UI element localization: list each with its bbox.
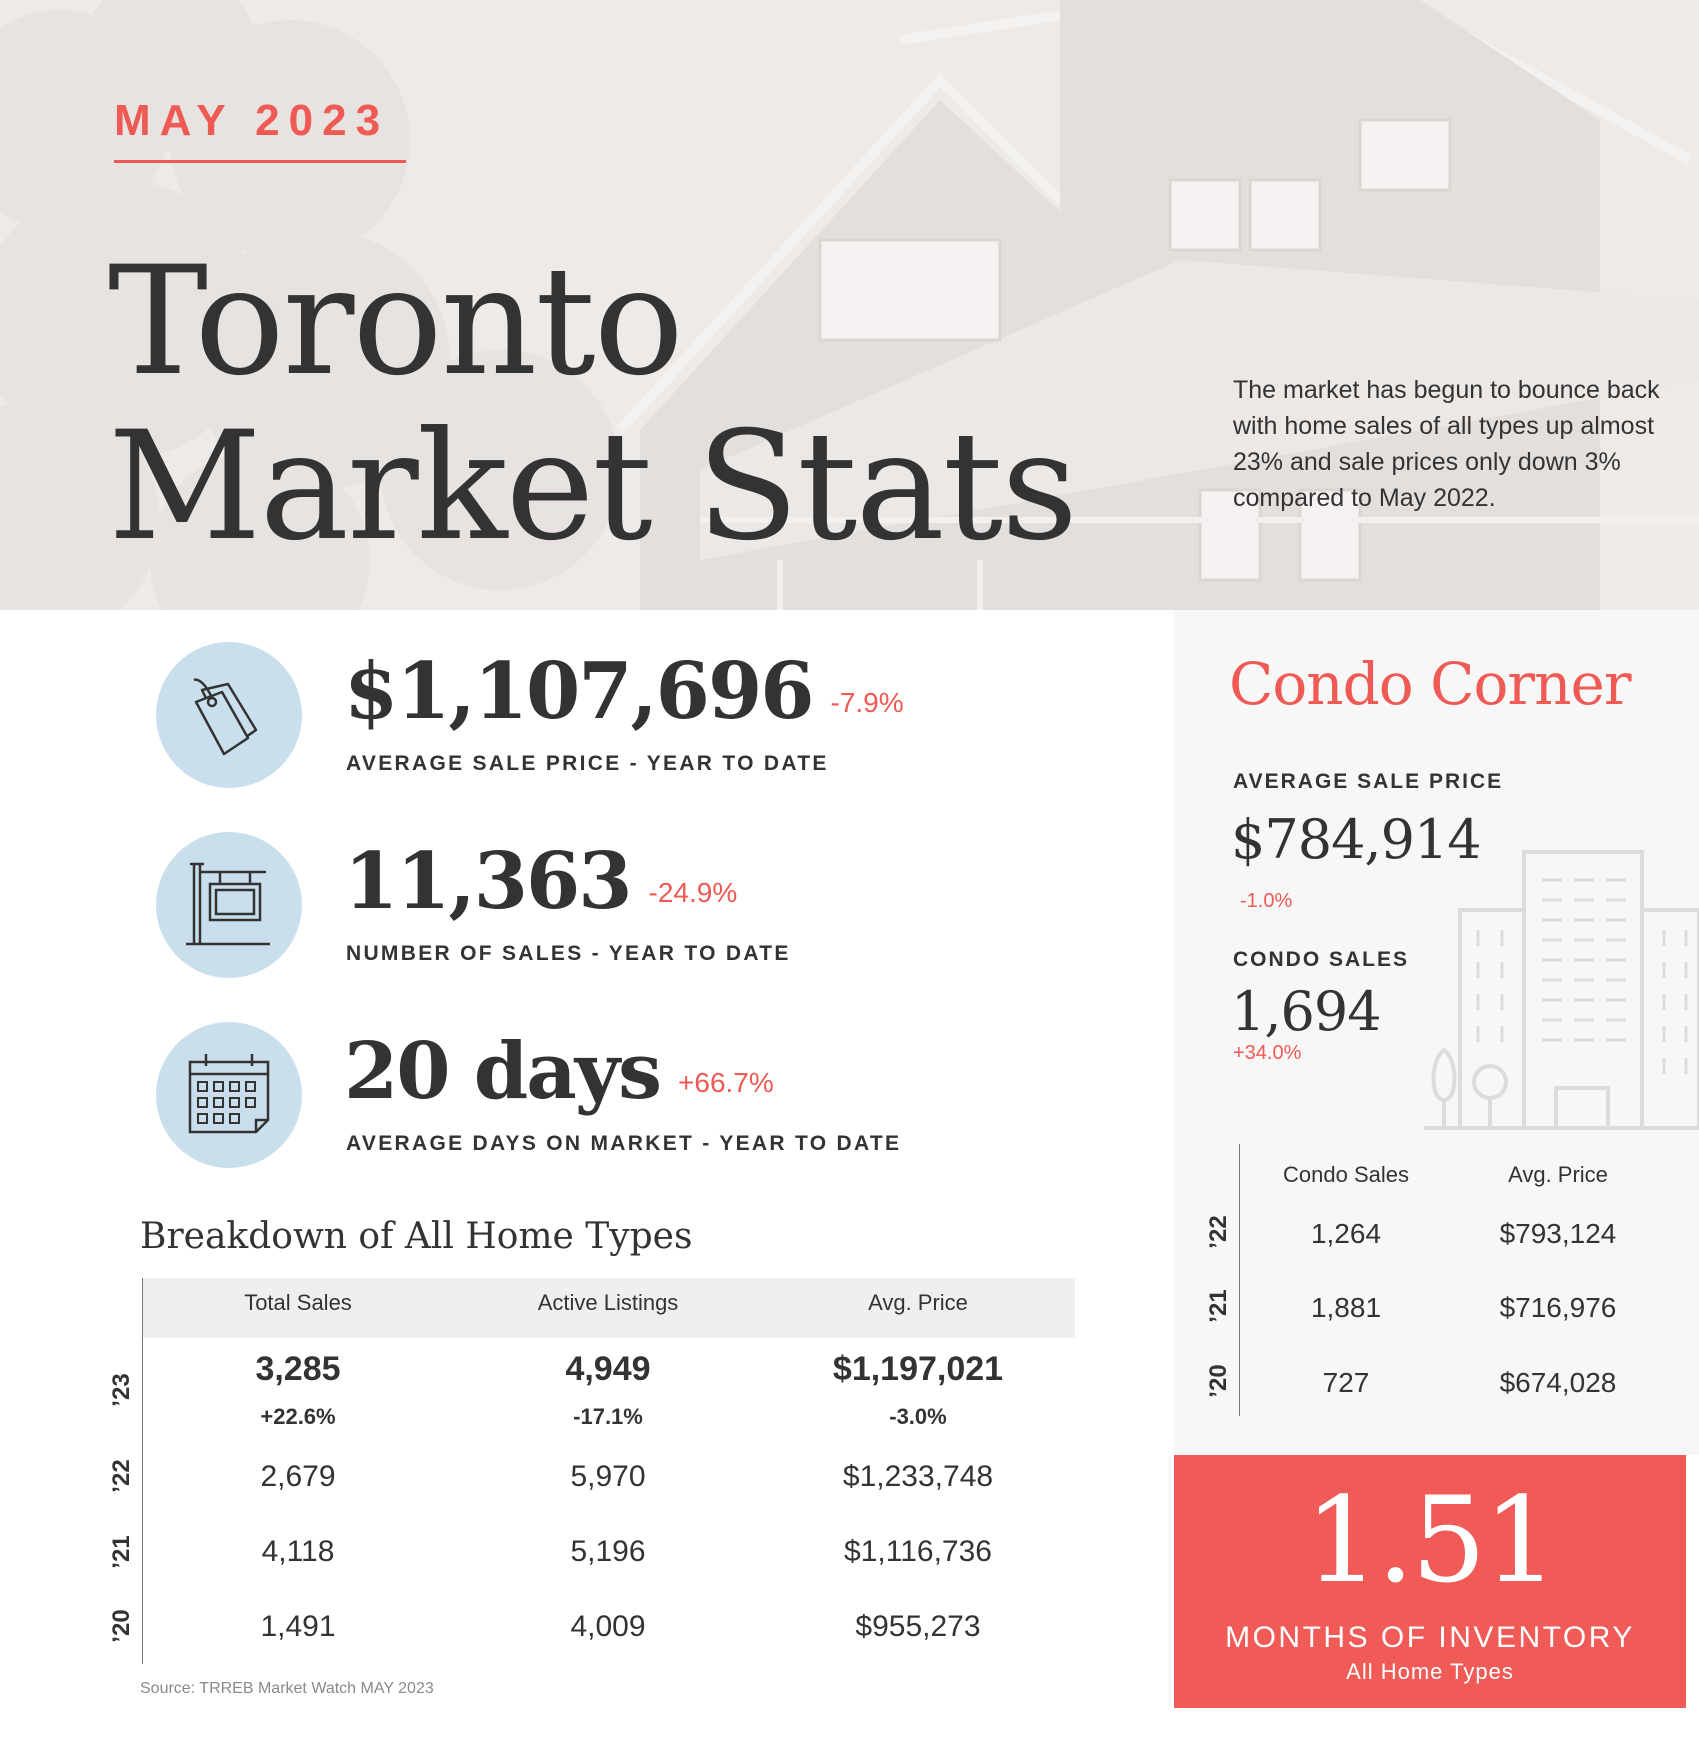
stat-label: NUMBER OF SALES - YEAR TO DATE: [346, 942, 791, 965]
stat-value-text: 11,363: [344, 836, 633, 927]
row-year-label: ’21: [1205, 1289, 1232, 1323]
condo-table-divider: [1239, 1144, 1240, 1416]
months-of-inventory-box: 1.51 MONTHS OF INVENTORY All Home Types: [1174, 1455, 1686, 1708]
stat-value: 11,363 -24.9%: [344, 832, 737, 943]
table-cell: $674,028: [1499, 1367, 1617, 1398]
stat-icon-circle: [156, 832, 302, 978]
price-tag-icon: [193, 678, 258, 756]
stat-label: AVERAGE DAYS ON MARKET - YEAR TO DATE: [346, 1132, 902, 1155]
table-cell: $793,124: [1499, 1218, 1617, 1249]
table-cell: $955,273: [855, 1610, 981, 1643]
condo-avg-price-change: -1.0%: [1240, 890, 1293, 912]
stat-days-on-market: 20 days +66.7% AVERAGE DAYS ON MARKET - Y…: [156, 1022, 1146, 1172]
stat-number-of-sales: 11,363 -24.9% NUMBER OF SALES - YEAR TO D…: [156, 832, 1146, 982]
breakdown-title: Breakdown of All Home Types: [140, 1216, 693, 1257]
house-background-image: [0, 0, 1699, 610]
stat-value: 20 days +66.7%: [344, 1022, 774, 1133]
source-note: Source: TRREB Market Watch MAY 2023: [140, 1680, 434, 1697]
condo-corner-title: Condo Corner: [1229, 650, 1632, 718]
condo-corner-panel: [1174, 610, 1699, 1455]
stat-icon-circle: [156, 642, 302, 788]
report-month: MAY 2023: [114, 96, 390, 145]
table-cell: $1,233,748: [842, 1460, 994, 1493]
column-header-condo-sales: Condo Sales: [1283, 1162, 1409, 1187]
condo-sales-change: +34.0%: [1233, 1042, 1302, 1064]
condo-sales-label: CONDO SALES: [1233, 948, 1410, 971]
stat-label: AVERAGE SALE PRICE - YEAR TO DATE: [346, 752, 829, 775]
row-year-label: ’21: [108, 1535, 135, 1569]
table-cell: 1,491: [260, 1610, 336, 1643]
stat-icon-circle: [156, 1022, 302, 1168]
table-cell-change: -3.0%: [889, 1404, 947, 1429]
condo-avg-price-label: AVERAGE SALE PRICE: [1233, 770, 1504, 793]
month-underline: [114, 160, 406, 163]
stat-value-text: 20 days: [344, 1026, 662, 1117]
table-cell: 4,949: [565, 1350, 651, 1388]
breakdown-table-divider: [142, 1278, 143, 1664]
title-line-1: Toronto: [108, 235, 684, 409]
sale-sign-icon: [186, 862, 270, 946]
intro-text: The market has begun to bounce back with…: [1233, 376, 1660, 512]
condo-avg-price-value: $784,914: [1231, 808, 1482, 871]
calendar-icon: [188, 1054, 270, 1134]
inventory-sub-label: All Home Types: [1346, 1659, 1514, 1684]
stat-value-text: $1,107,696: [344, 646, 814, 737]
row-year-label: ’23: [108, 1373, 135, 1407]
condo-building-icon: [1424, 850, 1699, 1130]
table-cell: 1,264: [1310, 1218, 1382, 1249]
stat-change: -24.9%: [648, 877, 738, 908]
row-year-label: ’20: [1205, 1364, 1232, 1398]
inventory-label: MONTHS OF INVENTORY: [1225, 1621, 1635, 1654]
stat-value: $1,107,696 -7.9%: [344, 642, 904, 753]
column-header-condo-avg-price: Avg. Price: [1508, 1162, 1608, 1187]
table-cell-change: +22.6%: [260, 1404, 336, 1429]
page-title: Toronto Market Stats: [108, 235, 1078, 574]
table-cell: 727: [1322, 1367, 1370, 1398]
column-header-total-sales: Total Sales: [244, 1290, 352, 1315]
row-year-label: ’22: [1205, 1215, 1232, 1249]
hero-banner: MAY 2023 Toronto Market Stats The market…: [0, 0, 1699, 610]
table-cell-change: -17.1%: [573, 1404, 643, 1429]
table-cell: $1,197,021: [832, 1350, 1004, 1388]
table-cell: 5,196: [570, 1535, 646, 1568]
condo-sales-value: 1,694: [1231, 980, 1382, 1043]
table-cell: 4,118: [261, 1535, 335, 1568]
row-year-label: ’22: [108, 1459, 135, 1493]
inventory-value: 1.51: [1304, 1471, 1559, 1609]
table-cell: 2,679: [260, 1460, 336, 1493]
breakdown-table-header: [143, 1278, 1075, 1338]
stat-average-sale-price: $1,107,696 -7.9% AVERAGE SALE PRICE - YEA…: [156, 642, 1146, 792]
table-cell: $716,976: [1499, 1292, 1617, 1323]
stat-change: +66.7%: [678, 1067, 774, 1098]
table-cell: 5,970: [570, 1460, 646, 1493]
title-line-2: Market Stats: [108, 400, 1078, 574]
stat-change: -7.9%: [830, 687, 904, 718]
table-cell: 3,285: [255, 1350, 341, 1388]
table-cell: $1,116,736: [844, 1535, 992, 1568]
column-header-active-listings: Active Listings: [537, 1290, 679, 1315]
table-cell: 4,009: [570, 1610, 646, 1643]
row-year-label: ’20: [108, 1609, 135, 1643]
column-header-avg-price: Avg. Price: [868, 1290, 968, 1315]
table-cell: 1,881: [1310, 1292, 1382, 1323]
